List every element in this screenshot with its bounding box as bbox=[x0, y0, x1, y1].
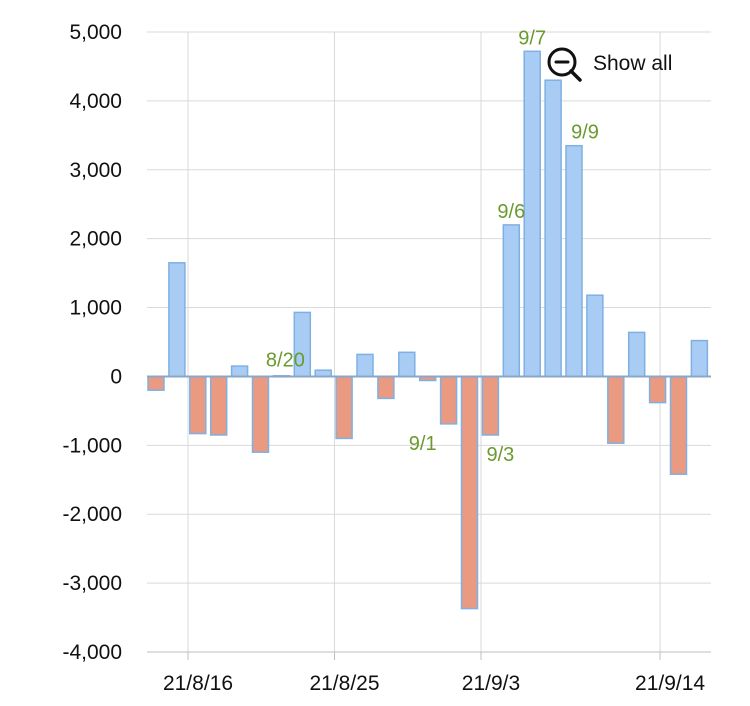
x-tick-label: 21/9/14 bbox=[635, 672, 705, 695]
annotations: 8/20 9/1 9/3 9/6 9/7 9/9 bbox=[266, 27, 599, 466]
bar[interactable] bbox=[502, 224, 521, 378]
bar[interactable] bbox=[147, 375, 165, 391]
bar-annotation: 9/7 bbox=[518, 27, 546, 49]
axes: 5,000 4,000 3,000 2,000 1,000 0 -1,000 -2,000 -3… bbox=[62, 21, 711, 695]
x-tick-label: 21/8/25 bbox=[309, 672, 379, 695]
y-tick-label: 2,000 bbox=[69, 228, 122, 251]
bar[interactable] bbox=[690, 339, 709, 378]
y-tick-label: 1,000 bbox=[69, 297, 122, 320]
bar[interactable] bbox=[523, 50, 541, 378]
bar[interactable] bbox=[586, 294, 604, 378]
y-tick-label: 3,000 bbox=[69, 159, 122, 182]
bar[interactable] bbox=[460, 375, 479, 610]
zoom-label: Show all bbox=[593, 52, 673, 75]
bar[interactable] bbox=[439, 375, 458, 425]
bar-annotation: 9/1 bbox=[409, 433, 437, 455]
bar[interactable] bbox=[398, 351, 416, 378]
y-tick-label: -2,000 bbox=[62, 503, 122, 526]
bar[interactable] bbox=[251, 375, 270, 453]
bars[interactable] bbox=[147, 50, 709, 610]
y-tick-label: -4,000 bbox=[62, 641, 122, 664]
bar[interactable] bbox=[565, 144, 583, 378]
y-tick-label: 5,000 bbox=[69, 21, 122, 44]
bar[interactable] bbox=[209, 375, 228, 436]
zoom-out-button[interactable]: Show all bbox=[545, 46, 672, 82]
bar[interactable] bbox=[669, 375, 688, 475]
bar[interactable] bbox=[648, 375, 667, 404]
bar-annotation: 9/9 bbox=[571, 122, 599, 144]
bar[interactable] bbox=[189, 375, 207, 435]
bar-annotation: 9/6 bbox=[497, 201, 525, 223]
bar[interactable] bbox=[335, 375, 353, 440]
bar[interactable] bbox=[377, 375, 395, 400]
bar[interactable] bbox=[168, 262, 186, 378]
bar[interactable] bbox=[481, 375, 500, 436]
zoom-out-icon bbox=[547, 47, 582, 82]
bar[interactable] bbox=[356, 353, 374, 378]
bar[interactable] bbox=[607, 375, 625, 444]
bar[interactable] bbox=[544, 79, 562, 378]
x-tick-label: 21/9/3 bbox=[462, 672, 520, 695]
bar-annotation: 9/3 bbox=[486, 444, 514, 466]
y-tick-label: 4,000 bbox=[69, 90, 122, 113]
y-tick-label: 0 bbox=[110, 365, 122, 388]
bar[interactable] bbox=[627, 331, 646, 378]
y-tick-label: -1,000 bbox=[62, 434, 122, 457]
bar[interactable] bbox=[230, 365, 249, 378]
bar-annotation: 8/20 bbox=[266, 349, 305, 371]
y-tick-label: -3,000 bbox=[62, 572, 122, 595]
x-tick-label: 21/8/16 bbox=[163, 672, 233, 695]
